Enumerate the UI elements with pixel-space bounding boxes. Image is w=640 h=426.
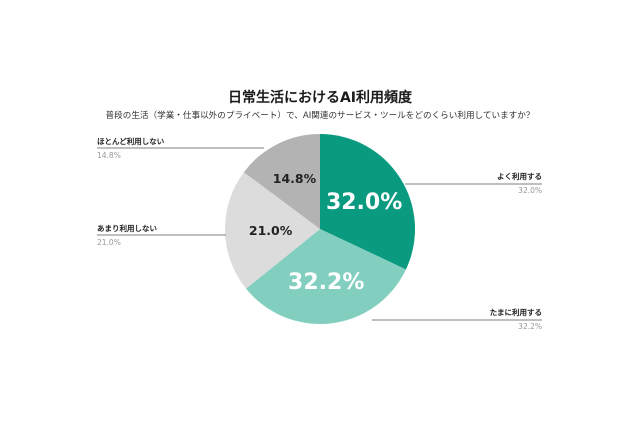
chart-subtitle: 普段の生活（学業・仕事以外のプライベート）で、AI関連のサービス・ツールをどのく… [105, 111, 535, 121]
legend-label-1: よく利用する [497, 171, 542, 181]
legend-label-2: たまに利用する [490, 307, 542, 317]
legend-label-4: ほとんど利用しない [97, 136, 165, 146]
legend-value-2: 32.2% [518, 322, 542, 331]
legend-value-3: 21.0% [97, 238, 121, 247]
slice-2 [246, 229, 406, 324]
slice-4 [243, 134, 320, 229]
data-label-1: 32.0% [326, 190, 402, 215]
data-label-4: 14.8% [273, 171, 317, 186]
chart-title: 日常生活におけるAI利用頻度 [227, 90, 413, 106]
slice-1 [320, 134, 415, 270]
data-label-2: 32.2% [288, 270, 364, 295]
slice-3 [224, 172, 320, 289]
data-label-3: 21.0% [249, 223, 293, 238]
legend-label-3: あまり利用しない [97, 223, 157, 233]
legend-value-1: 32.0% [518, 186, 542, 195]
legend-value-4: 14.8% [97, 151, 121, 160]
